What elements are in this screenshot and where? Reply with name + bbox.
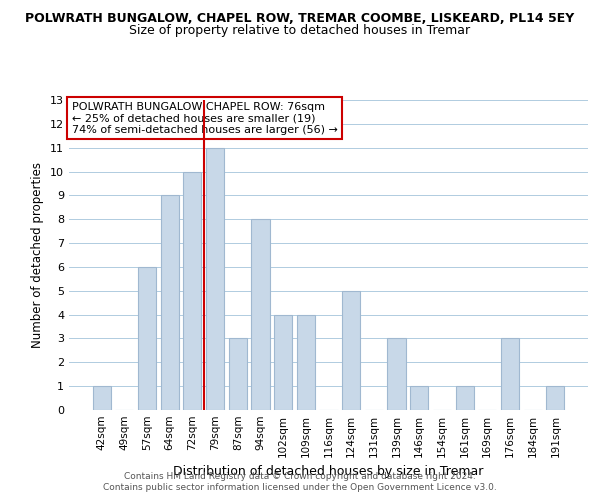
- Bar: [92, 386, 111, 410]
- Bar: [342, 291, 360, 410]
- Bar: [161, 196, 179, 410]
- Bar: [138, 267, 156, 410]
- Text: Size of property relative to detached houses in Tremar: Size of property relative to detached ho…: [130, 24, 470, 37]
- Text: POLWRATH BUNGALOW, CHAPEL ROW, TREMAR COOMBE, LISKEARD, PL14 5EY: POLWRATH BUNGALOW, CHAPEL ROW, TREMAR CO…: [25, 12, 575, 26]
- Bar: [297, 314, 315, 410]
- Bar: [410, 386, 428, 410]
- Bar: [388, 338, 406, 410]
- Bar: [251, 219, 269, 410]
- Bar: [229, 338, 247, 410]
- Y-axis label: Number of detached properties: Number of detached properties: [31, 162, 44, 348]
- Bar: [184, 172, 202, 410]
- X-axis label: Distribution of detached houses by size in Tremar: Distribution of detached houses by size …: [173, 466, 484, 478]
- Bar: [455, 386, 473, 410]
- Bar: [501, 338, 519, 410]
- Text: Contains HM Land Registry data © Crown copyright and database right 2024.: Contains HM Land Registry data © Crown c…: [124, 472, 476, 481]
- Bar: [274, 314, 292, 410]
- Bar: [546, 386, 565, 410]
- Bar: [206, 148, 224, 410]
- Text: Contains public sector information licensed under the Open Government Licence v3: Contains public sector information licen…: [103, 484, 497, 492]
- Text: POLWRATH BUNGALOW CHAPEL ROW: 76sqm
← 25% of detached houses are smaller (19)
74: POLWRATH BUNGALOW CHAPEL ROW: 76sqm ← 25…: [71, 102, 337, 134]
